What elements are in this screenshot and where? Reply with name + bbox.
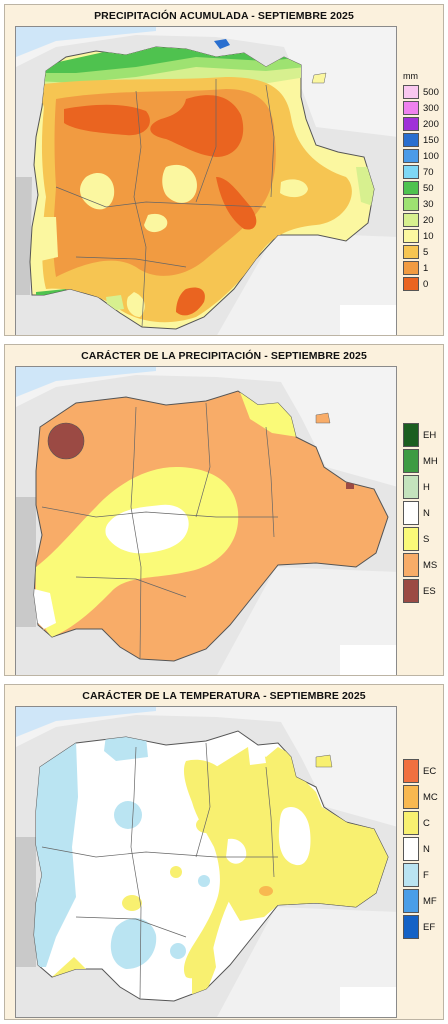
legend-swatch (403, 475, 419, 499)
temperature-character-map (15, 706, 397, 1018)
legend-swatch (403, 85, 419, 99)
legend-label: S (423, 533, 430, 545)
legend-swatch (403, 213, 419, 227)
legend-label: ES (423, 585, 436, 597)
legend-label: 30 (423, 198, 434, 210)
legend-label: 150 (423, 134, 439, 146)
panel-title: CARÁCTER DE LA TEMPERATURA - SEPTIEMBRE … (82, 690, 366, 702)
legend-label: EC (423, 765, 437, 777)
legend-label: 70 (423, 166, 434, 178)
legend-label: 0 (423, 278, 429, 290)
legend-swatch (403, 197, 419, 211)
legend-label: N (423, 507, 430, 519)
legend-label: 500 (423, 86, 439, 98)
legend-label: 100 (423, 150, 439, 162)
legend-swatch (403, 229, 419, 243)
legend-label: F (423, 869, 429, 881)
legend-label: 300 (423, 102, 439, 114)
panel-title: CARÁCTER DE LA PRECIPITACIÓN - SEPTIEMBR… (81, 350, 367, 362)
legend-swatch (403, 553, 419, 577)
legend-swatch (403, 837, 419, 861)
legend-swatch (403, 165, 419, 179)
legend-label: MC (423, 791, 438, 803)
precipitation-map (15, 26, 397, 335)
legend-swatch (403, 449, 419, 473)
legend-swatch (403, 501, 419, 525)
precipitation-character-map (15, 366, 397, 675)
legend-swatch (403, 101, 419, 115)
legend-swatch (403, 245, 419, 259)
legend-label: MS (423, 559, 438, 571)
legend-swatch (403, 811, 419, 835)
legend-swatch (403, 579, 419, 603)
legend-label: MH (423, 455, 438, 467)
legend-swatch (403, 863, 419, 887)
panel-title: PRECIPITACIÓN ACUMULADA - SEPTIEMBRE 202… (94, 10, 354, 22)
legend-label: 1 (423, 262, 429, 274)
legend-swatch (403, 117, 419, 131)
legend-label: EH (423, 429, 437, 441)
legend-swatch (403, 261, 419, 275)
legend-swatch (403, 915, 419, 939)
panel-caracter-temperatura: CARÁCTER DE LA TEMPERATURA - SEPTIEMBRE … (4, 684, 444, 1020)
legend-label: N (423, 843, 430, 855)
legend-unit: mm (403, 71, 418, 81)
legend-swatch (403, 133, 419, 147)
legend-swatch (403, 181, 419, 195)
legend-label: MF (423, 895, 437, 907)
legend-label: EF (423, 921, 436, 933)
legend-swatch (403, 149, 419, 163)
legend-swatch (403, 785, 419, 809)
legend-swatch (403, 527, 419, 551)
legend-label: 10 (423, 230, 434, 242)
legend-label: 50 (423, 182, 434, 194)
legend-swatch (403, 759, 419, 783)
panel-precipitacion-acumulada: PRECIPITACIÓN ACUMULADA - SEPTIEMBRE 202… (4, 4, 444, 336)
legend-label: 20 (423, 214, 434, 226)
legend-label: C (423, 817, 430, 829)
legend-swatch (403, 277, 419, 291)
legend-label: 5 (423, 246, 429, 258)
legend-label: H (423, 481, 430, 493)
legend-swatch (403, 889, 419, 913)
legend-swatch (403, 423, 419, 447)
panel-caracter-precipitacion: CARÁCTER DE LA PRECIPITACIÓN - SEPTIEMBR… (4, 344, 444, 676)
legend-label: 200 (423, 118, 439, 130)
